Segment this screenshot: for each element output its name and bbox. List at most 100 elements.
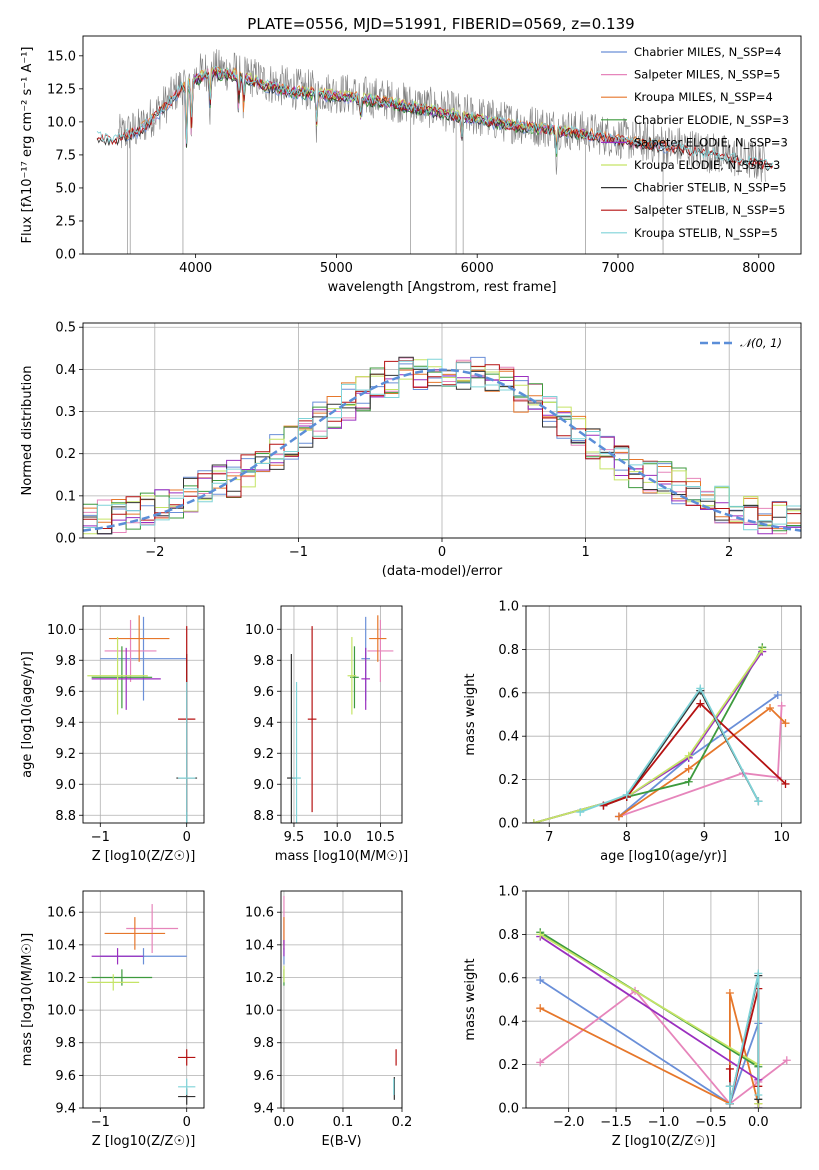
legend-label: 𝒩(0, 1) bbox=[740, 336, 782, 350]
axes-frame bbox=[82, 605, 205, 824]
y-tick-label: 12.5 bbox=[47, 82, 76, 97]
series-line-kroupa_miles bbox=[539, 992, 760, 1106]
series-marker-kroupa_stelib bbox=[576, 808, 585, 817]
series-marker-kroupa_stelib bbox=[622, 790, 631, 799]
x-tick-label: −1 bbox=[91, 1115, 110, 1130]
y-tick-label: 9.2 bbox=[253, 747, 274, 762]
y-tick-label: 10.0 bbox=[47, 1004, 76, 1019]
x-tick-label: 10.0 bbox=[323, 830, 352, 845]
legend-label: Salpeter MILES, N_SSP=5 bbox=[634, 68, 780, 82]
y-tick-label: 9.4 bbox=[253, 716, 274, 731]
series-line-kroupa_stelib bbox=[729, 973, 760, 1104]
y-tick-label: 0.2 bbox=[498, 773, 519, 788]
series-line-kroupa_stelib bbox=[579, 686, 760, 813]
series-marker-salpeter_miles bbox=[777, 701, 786, 710]
y-tick-label: 2.5 bbox=[55, 214, 76, 229]
y-tick-label: 10.0 bbox=[245, 623, 274, 638]
y-tick-label: 9.0 bbox=[55, 778, 76, 793]
series-marker-kroupa_miles bbox=[725, 988, 734, 997]
series-marker-kroupa_miles bbox=[781, 719, 790, 728]
chart-mass_weight_vs_Z: −2.0 −1.5 −1.0 −0.5 0.0 0.0 0.2 0.4 0.6 0.8 1.0 Z [… bbox=[463, 885, 802, 1149]
axes-frame bbox=[525, 890, 802, 1109]
series-line-chabrier_miles bbox=[618, 694, 779, 818]
y-tick-label: 10.4 bbox=[47, 938, 76, 953]
y-tick-label: 10.6 bbox=[245, 906, 274, 921]
y-tick-label: 0.4 bbox=[498, 1015, 519, 1030]
y-tick-label: 9.6 bbox=[253, 685, 274, 700]
series-marker-kroupa_elodie bbox=[684, 751, 693, 760]
chart-mass_vs_Z: −1 0 9.4 9.6 9.8 10.0 10.2 10.4 10.6 Z [log10(Z/Z… bbox=[20, 890, 205, 1149]
series-marker-kroupa_stelib bbox=[754, 969, 763, 978]
series-line-salpeter_stelib bbox=[603, 702, 787, 807]
y-tick-label: 9.0 bbox=[253, 778, 274, 793]
series-marker-kroupa_miles bbox=[536, 1004, 545, 1013]
series-marker-salpeter_miles bbox=[782, 1056, 791, 1065]
y-tick-label: 9.8 bbox=[55, 1036, 76, 1051]
y-tick-label: 0.2 bbox=[55, 447, 76, 462]
x-tick-label: 8 bbox=[623, 830, 631, 845]
y-tick-label: 8.8 bbox=[253, 809, 274, 824]
plot-area bbox=[536, 928, 791, 1108]
y-tick-label: 7.5 bbox=[55, 148, 76, 163]
y-tick-label: 0.5 bbox=[55, 321, 76, 336]
series-marker-kroupa_stelib bbox=[725, 1099, 734, 1108]
y-tick-label: 9.4 bbox=[253, 1102, 274, 1117]
x-tick-label: 10 bbox=[773, 830, 790, 845]
y-tick-label: 0.6 bbox=[498, 686, 519, 701]
plot-area bbox=[529, 643, 790, 823]
x-axis-label: E(B-V) bbox=[321, 1134, 361, 1149]
series-marker-salpeter_stelib bbox=[725, 1064, 734, 1073]
x-tick-label: 0.1 bbox=[333, 1115, 354, 1130]
x-tick-label: 0 bbox=[438, 545, 446, 560]
x-tick-label: 6000 bbox=[461, 261, 494, 276]
y-tick-label: 9.6 bbox=[253, 1069, 274, 1084]
plot-area bbox=[287, 615, 394, 823]
x-tick-label: −1 bbox=[289, 545, 308, 560]
x-tick-label: 9 bbox=[700, 830, 708, 845]
x-tick-label: 8000 bbox=[742, 261, 775, 276]
series-marker-kroupa_stelib bbox=[754, 797, 763, 806]
chart-age_vs_Z: −1 0 8.8 9.0 9.2 9.4 9.6 9.8 10.0 Z [log10(Z/Z☉)]… bbox=[20, 605, 205, 864]
x-axis-label: Z [log10(Z/Z☉)] bbox=[92, 1134, 196, 1149]
x-axis-label: mass [log10(M/M☉)] bbox=[275, 849, 408, 864]
series-line-salpeter_miles bbox=[618, 705, 783, 818]
legend-label: Chabrier MILES, N_SSP=4 bbox=[634, 45, 781, 59]
x-tick-label: 0 bbox=[183, 830, 191, 845]
figure-title: PLATE=0556, MJD=51991, FIBERID=0569, z=0… bbox=[247, 15, 634, 33]
y-tick-label: 0.8 bbox=[498, 643, 519, 658]
plot-area bbox=[83, 356, 801, 535]
x-tick-label: 0.0 bbox=[274, 1115, 295, 1130]
x-axis-label: (data-model)/error bbox=[382, 564, 503, 579]
y-tick-label: 5.0 bbox=[55, 181, 76, 196]
axes-frame bbox=[82, 322, 802, 539]
plot-area bbox=[87, 615, 198, 823]
y-tick-label: 10.0 bbox=[47, 115, 76, 130]
x-axis-label: age [log10(age/yr)] bbox=[600, 849, 727, 864]
y-tick-label: 0.0 bbox=[498, 817, 519, 832]
series-marker-kroupa_miles bbox=[766, 703, 775, 712]
series-marker-kroupa_elodie bbox=[529, 819, 538, 823]
x-tick-label: −1 bbox=[91, 830, 110, 845]
legend: 𝒩(0, 1) bbox=[700, 336, 782, 350]
series-marker-kroupa_stelib bbox=[696, 684, 705, 693]
y-tick-label: 0.2 bbox=[498, 1058, 519, 1073]
legend-label: Chabrier ELODIE, N_SSP=3 bbox=[634, 113, 789, 127]
x-tick-label: −0.5 bbox=[695, 1115, 727, 1130]
y-tick-label: 0.1 bbox=[55, 489, 76, 504]
y-tick-label: 8.8 bbox=[55, 809, 76, 824]
x-tick-label: 10.5 bbox=[366, 830, 395, 845]
series-marker-kroupa_stelib bbox=[725, 1082, 734, 1091]
y-tick-label: 9.8 bbox=[55, 654, 76, 669]
y-axis-label: mass weight bbox=[463, 958, 478, 1040]
y-tick-label: 9.8 bbox=[253, 654, 274, 669]
y-axis-label: age [log10(age/yr)] bbox=[20, 651, 35, 778]
series-line-kroupa_elodie bbox=[539, 933, 760, 1104]
y-tick-label: 9.2 bbox=[55, 747, 76, 762]
normal-curve bbox=[83, 368, 801, 532]
y-tick-label: 10.2 bbox=[245, 971, 274, 986]
y-tick-label: 10.6 bbox=[47, 906, 76, 921]
y-tick-label: 10.0 bbox=[245, 1004, 274, 1019]
y-tick-label: 0.8 bbox=[498, 928, 519, 943]
legend: Chabrier MILES, N_SSP=4 Salpeter MILES, N… bbox=[601, 45, 789, 240]
y-tick-label: 9.4 bbox=[55, 716, 76, 731]
